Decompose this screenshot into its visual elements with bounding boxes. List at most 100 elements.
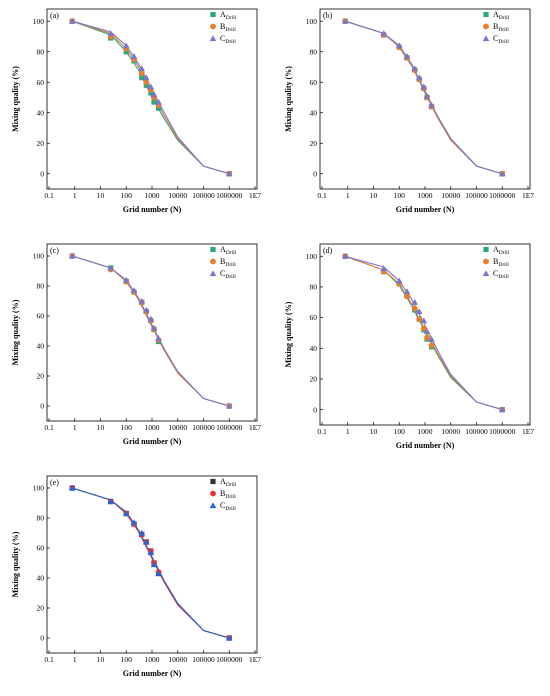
panel-label: (d) <box>323 246 333 255</box>
data-point-c <box>69 484 76 491</box>
x-tick-label: 10000 <box>168 655 187 664</box>
legend-marker-a <box>210 246 216 253</box>
y-tick-label: 80 <box>37 514 45 523</box>
legend-marker-a <box>483 11 489 18</box>
data-point-c <box>428 101 435 108</box>
series-line-b <box>345 255 503 411</box>
legend-marker-c <box>209 35 217 42</box>
y-tick-label: 40 <box>37 574 45 583</box>
data-point-a <box>155 105 162 111</box>
legend-entry-b: BDrill <box>493 257 509 268</box>
data-point-c <box>143 306 150 313</box>
data-point-b <box>138 70 145 76</box>
data-point-c <box>69 252 76 259</box>
data-point-c <box>380 30 387 37</box>
y-tick-label: 0 <box>40 634 44 643</box>
plot-frame <box>319 243 531 426</box>
series-line-a <box>72 255 230 407</box>
data-point-c <box>226 634 233 641</box>
x-tick-label: 1 <box>73 655 77 664</box>
data-point-b <box>424 334 430 341</box>
legend-marker-a <box>210 11 216 18</box>
y-tick-label: 40 <box>310 108 318 117</box>
data-point-c <box>416 74 423 81</box>
chart-panel-e: 0.1 1 10 100 1000 10000 100000 1000000 1E7 0 20 40 6… <box>11 475 261 678</box>
data-point-c <box>380 265 387 272</box>
data-point-c <box>130 287 138 294</box>
series-line-c <box>345 20 503 175</box>
x-tick-label: 10 <box>97 423 105 432</box>
data-point-c <box>147 549 155 556</box>
legend-marker-a <box>483 246 489 253</box>
y-axis-label: Mixing quality (%) <box>11 531 20 597</box>
x-tick-label: 100 <box>121 191 133 200</box>
legend-entry-a: ADrill <box>220 477 237 488</box>
data-point-a <box>148 90 154 96</box>
x-tick-label: 1E7 <box>249 655 261 664</box>
panel-label: (c) <box>50 246 59 255</box>
y-tick-label: 100 <box>306 252 318 261</box>
legend-entry-a: ADrill <box>493 245 510 256</box>
x-tick-label: 100 <box>394 191 406 200</box>
y-tick-label: 60 <box>310 313 318 322</box>
legend-marker-c <box>482 270 490 277</box>
plot-frame <box>46 243 258 422</box>
legend-entry-a: ADrill <box>493 10 510 21</box>
legend-entry-c: CDrill <box>220 269 236 280</box>
data-point-c <box>150 324 158 331</box>
data-point-c <box>155 570 162 577</box>
y-tick-label: 100 <box>33 484 45 493</box>
series-line-c <box>72 255 230 407</box>
x-tick-label: 10 <box>97 191 105 200</box>
legend-entry-b: BDrill <box>493 22 509 33</box>
data-point-c <box>138 529 146 536</box>
y-tick-label: 60 <box>37 78 45 87</box>
legend-marker-c <box>209 270 217 277</box>
x-tick-label: 100 <box>394 427 406 436</box>
x-tick-label: 10 <box>370 427 378 436</box>
data-point-a <box>139 75 145 81</box>
legend-entry-c: CDrill <box>493 34 509 45</box>
x-tick-label: 1E7 <box>522 427 534 436</box>
x-tick-label: 1000 <box>418 191 433 200</box>
x-tick-label: 10 <box>97 655 105 664</box>
y-tick-label: 0 <box>313 169 317 178</box>
data-point-a <box>123 49 129 55</box>
data-point-c <box>107 264 114 271</box>
data-point-c <box>428 335 435 342</box>
data-point-c <box>130 53 138 59</box>
data-point-c <box>143 538 150 545</box>
x-tick-label: 100000 <box>192 191 215 200</box>
data-point-b <box>143 79 150 86</box>
legend-marker-b <box>210 490 216 497</box>
data-point-c <box>396 277 403 284</box>
y-axis-label: Mixing quality (%) <box>11 299 20 365</box>
x-tick-label: 10 <box>370 191 378 200</box>
chart-panel-c: 0.1 1 10 100 1000 10000 100000 1000000 1E7 0 20 40 6… <box>11 243 261 446</box>
legend-entry-b: BDrill <box>220 257 236 268</box>
data-point-c <box>107 498 114 505</box>
chart-panel-a: 0.1 1 10 100 1000 10000 100000 1000000 1E7 0 20 40 6… <box>11 8 261 214</box>
legend-marker-b <box>483 258 489 265</box>
x-tick-label: 1000000 <box>489 191 516 200</box>
data-point-c <box>411 299 419 305</box>
data-point-c <box>147 83 155 90</box>
series-line-c <box>345 255 503 411</box>
series-line-c <box>72 20 230 175</box>
x-tick-label: 1000000 <box>216 655 243 664</box>
data-point-c <box>423 328 431 335</box>
series-line-b <box>72 487 230 639</box>
legend-entry-c: CDrill <box>220 501 236 512</box>
y-tick-label: 0 <box>40 169 44 178</box>
y-tick-label: 20 <box>310 375 318 384</box>
y-tick-label: 0 <box>313 405 317 414</box>
y-tick-label: 60 <box>310 78 318 87</box>
x-tick-label: 0.1 <box>44 655 54 664</box>
data-point-c <box>69 17 76 24</box>
data-point-c <box>150 91 158 98</box>
x-axis-label: Grid number (N) <box>123 437 182 446</box>
x-tick-label: 1 <box>346 191 350 200</box>
data-point-c <box>411 65 419 72</box>
data-point-c <box>342 17 349 24</box>
x-tick-label: 0.1 <box>317 427 327 436</box>
